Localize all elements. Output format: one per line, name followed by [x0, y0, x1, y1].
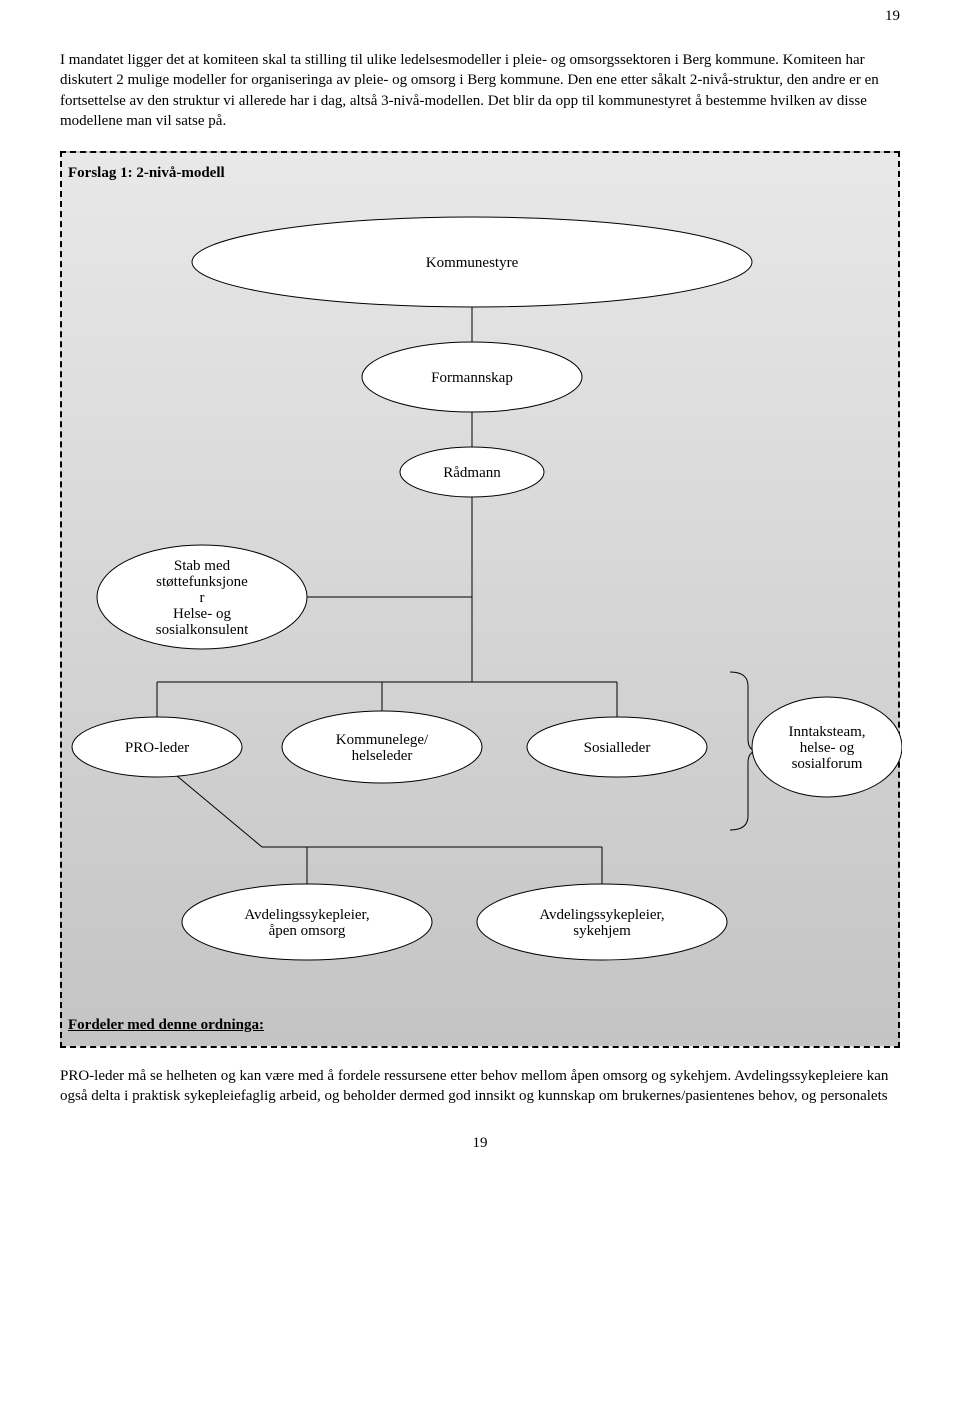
- node-label-stab: støttefunksjone: [156, 574, 248, 590]
- node-label-inntaksteam: sosialforum: [792, 756, 863, 772]
- node-label-inntaksteam: Inntaksteam,: [788, 724, 865, 740]
- node-label-formannskap: Formannskap: [431, 370, 513, 386]
- diagram-container: Forslag 1: 2-nivå-modell Kommunestyre For…: [60, 151, 900, 1048]
- node-label-stab: r: [200, 590, 205, 606]
- node-label-kommunelege: helseleder: [352, 748, 413, 764]
- org-chart: Kommunestyre Formannskap Rådmann Stab medst…: [62, 182, 898, 997]
- page-number-top: 19: [885, 8, 900, 25]
- node-label-stab: Helse- og: [173, 606, 231, 622]
- node-label-avd_syke: Avdelingssykepleier,: [539, 907, 664, 923]
- node-label-avd_apen: åpen omsorg: [269, 923, 346, 939]
- node-label-inntaksteam: helse- og: [800, 740, 855, 756]
- page-number-bottom: 19: [60, 1135, 900, 1152]
- node-label-pro: PRO-leder: [125, 740, 189, 756]
- node-label-radmann: Rådmann: [443, 465, 501, 481]
- node-label-stab: Stab med: [174, 558, 231, 574]
- diagram-title: Forslag 1: 2-nivå-modell: [62, 165, 898, 182]
- edge-pro-avd_junction: [177, 776, 262, 847]
- node-label-avd_syke: sykehjem: [573, 923, 631, 939]
- node-label-avd_apen: Avdelingssykepleier,: [244, 907, 369, 923]
- node-label-kommunestyre: Kommunestyre: [426, 255, 519, 271]
- outro-paragraph: PRO-leder må se helheten og kan være med…: [60, 1066, 900, 1107]
- intro-paragraph: I mandatet ligger det at komiteen skal t…: [60, 50, 900, 131]
- fordeler-heading: Fordeler med denne ordninga:: [62, 1017, 898, 1034]
- node-label-sosialleder: Sosialleder: [584, 740, 651, 756]
- node-label-stab: sosialkonsulent: [156, 622, 249, 638]
- node-label-kommunelege: Kommunelege/: [336, 732, 429, 748]
